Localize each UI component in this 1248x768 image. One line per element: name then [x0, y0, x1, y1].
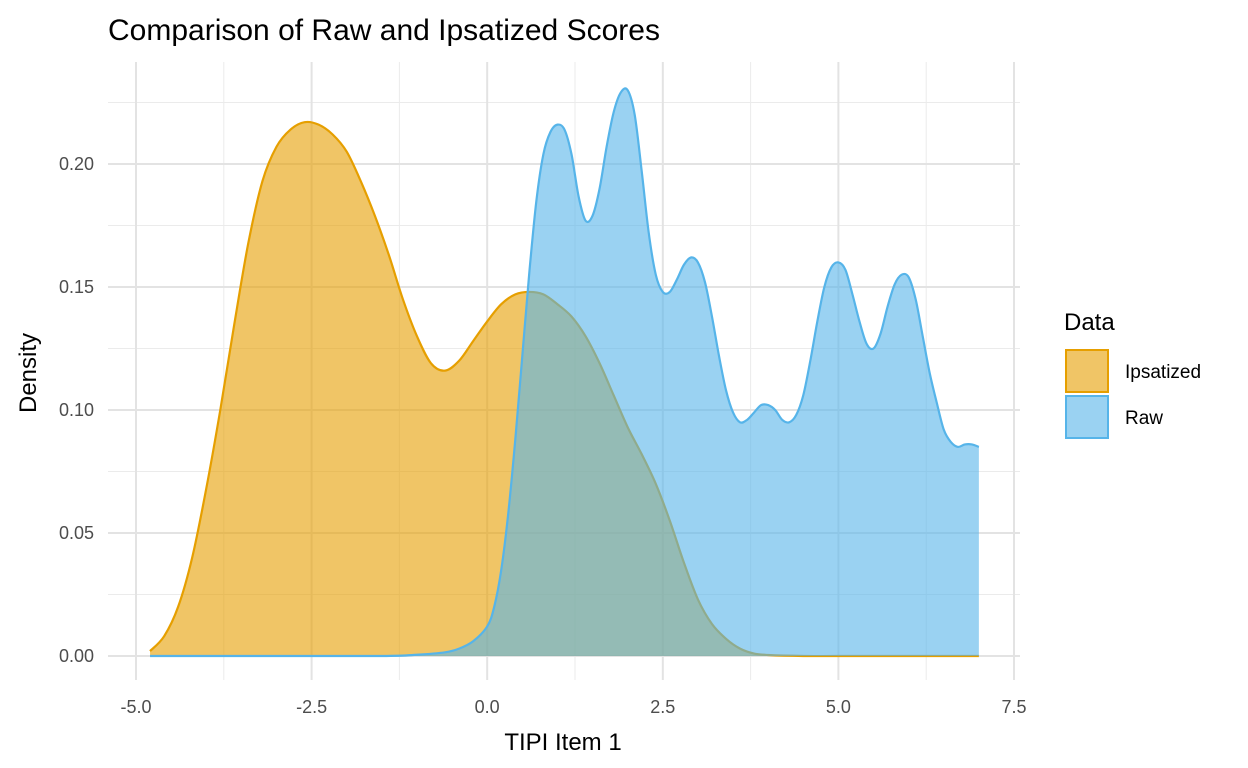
x-tick-label: 5.0 [826, 697, 851, 717]
y-axis-title: Density [15, 333, 42, 413]
y-tick-label: 0.00 [59, 646, 94, 666]
x-axis-title: TIPI Item 1 [504, 729, 621, 756]
series-line-raw [150, 87, 980, 658]
legend-key-raw [1065, 395, 1109, 439]
legend-label-ipsatized: Ipsatized [1125, 362, 1201, 383]
chart-title: Comparison of Raw and Ipsatized Scores [108, 14, 660, 47]
plot-area [149, 87, 980, 658]
x-tick-label: -5.0 [120, 697, 151, 717]
legend-title: Data [1064, 309, 1115, 336]
y-tick-label: 0.15 [59, 277, 94, 297]
legend: Data Ipsatized Raw [1064, 309, 1201, 439]
x-tick-label: 0.0 [475, 697, 500, 717]
y-tick-label: 0.10 [59, 400, 94, 420]
y-tick-label: 0.20 [59, 154, 94, 174]
axis-ticks: -5.0 -2.5 0.0 2.5 5.0 7.5 0.00 0.05 0.10 0.15 0.20 [59, 154, 1027, 717]
x-tick-label: 2.5 [650, 697, 675, 717]
x-tick-label: -2.5 [296, 697, 327, 717]
legend-label-raw: Raw [1125, 408, 1163, 429]
series-area-raw [150, 88, 979, 657]
legend-key-ipsatized [1065, 349, 1109, 393]
x-tick-label: 7.5 [1001, 697, 1026, 717]
y-tick-label: 0.05 [59, 523, 94, 543]
